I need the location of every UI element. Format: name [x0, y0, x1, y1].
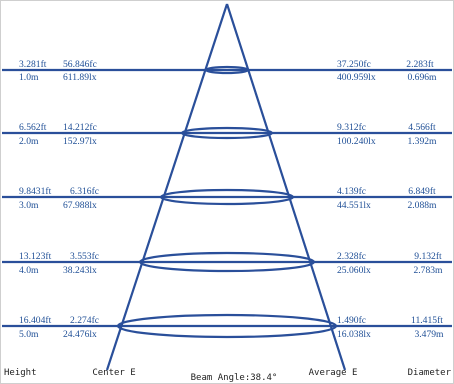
level-row-1: 3.281ft 56.846fc 1.0m 611.89lx 37.250fc …: [19, 59, 437, 83]
center-fc-label: 14.212fc: [63, 122, 97, 133]
diameter-m-label: 2.783m: [413, 265, 443, 276]
beam-ellipse-3: [159, 188, 295, 206]
beam-angle-label: Beam Angle:38.4°: [191, 373, 278, 383]
avg-fc-label: 9.312fc: [337, 122, 366, 133]
avg-lx-label: 16.038lx: [337, 329, 371, 340]
avg-fc-label: 1.490fc: [337, 315, 366, 326]
avg-lx-label: 44.551lx: [337, 200, 371, 211]
center-fc-label: 2.274fc: [70, 315, 99, 326]
average-e-column-label: Average E: [309, 368, 358, 378]
height-ft-label: 9.8431ft: [19, 186, 52, 197]
height-ft-label: 13.123ft: [19, 251, 52, 262]
diameter-m-label: 1.392m: [407, 136, 437, 147]
height-column-label: Height: [4, 368, 37, 378]
diameter-ft-label: 4.566ft: [408, 122, 436, 133]
height-ft-label: 3.281ft: [19, 59, 47, 70]
beam-ellipses: [116, 65, 338, 339]
height-ft-label: 6.562ft: [19, 122, 47, 133]
height-m-label: 4.0m: [19, 265, 39, 276]
center-lx-label: 24.476lx: [63, 329, 97, 340]
beam-edge-left: [105, 3, 229, 371]
center-lx-label: 38.243lx: [63, 265, 97, 276]
beam-cone: [105, 3, 347, 371]
height-m-label: 5.0m: [19, 329, 39, 340]
diameter-m-label: 3.479m: [414, 329, 444, 340]
level-row-5: 16.404ft 2.274fc 5.0m 24.476lx 1.490fc 1…: [19, 315, 444, 340]
avg-lx-label: 400.959lx: [337, 72, 376, 83]
center-fc-label: 56.846fc: [63, 59, 97, 70]
beam-ellipse-2: [180, 126, 274, 140]
level-lines: [2, 68, 452, 328]
footer-labels: Height Center E Beam Angle:38.4° Average…: [4, 368, 452, 383]
level-row-4: 13.123ft 3.553fc 4.0m 38.243lx 2.328fc 9…: [19, 251, 443, 276]
beam-edge-right: [225, 3, 347, 371]
avg-fc-label: 37.250fc: [337, 59, 371, 70]
center-lx-label: 152.97lx: [63, 136, 97, 147]
center-fc-label: 6.316fc: [70, 186, 99, 197]
height-ft-label: 16.404ft: [19, 315, 52, 326]
beam-ellipse-5: [116, 313, 338, 339]
beam-ellipse-4: [138, 251, 316, 273]
avg-lx-label: 25.060lx: [337, 265, 371, 276]
center-lx-label: 611.89lx: [63, 72, 97, 83]
level-row-3: 9.8431ft 6.316fc 3.0m 67.988lx 4.139fc 6…: [19, 186, 437, 211]
level-row-2: 6.562ft 14.212fc 2.0m 152.97lx 9.312fc 4…: [19, 122, 437, 147]
center-lx-label: 67.988lx: [63, 200, 97, 211]
diameter-ft-label: 11.415ft: [411, 315, 443, 326]
diameter-m-label: 2.088m: [407, 200, 437, 211]
diameter-ft-label: 9.132ft: [414, 251, 442, 262]
beam-ellipse-1: [204, 65, 250, 75]
diameter-ft-label: 6.849ft: [408, 186, 436, 197]
avg-fc-label: 2.328fc: [337, 251, 366, 262]
center-e-column-label: Center E: [92, 368, 135, 378]
height-m-label: 2.0m: [19, 136, 39, 147]
diameter-m-label: 0.696m: [407, 72, 437, 83]
avg-lx-label: 100.240lx: [337, 136, 376, 147]
avg-fc-label: 4.139fc: [337, 186, 366, 197]
height-m-label: 1.0m: [19, 72, 39, 83]
center-fc-label: 3.553fc: [70, 251, 99, 262]
diameter-column-label: Diameter: [408, 368, 452, 378]
diameter-ft-label: 2.283ft: [406, 59, 434, 70]
height-m-label: 3.0m: [19, 200, 39, 211]
